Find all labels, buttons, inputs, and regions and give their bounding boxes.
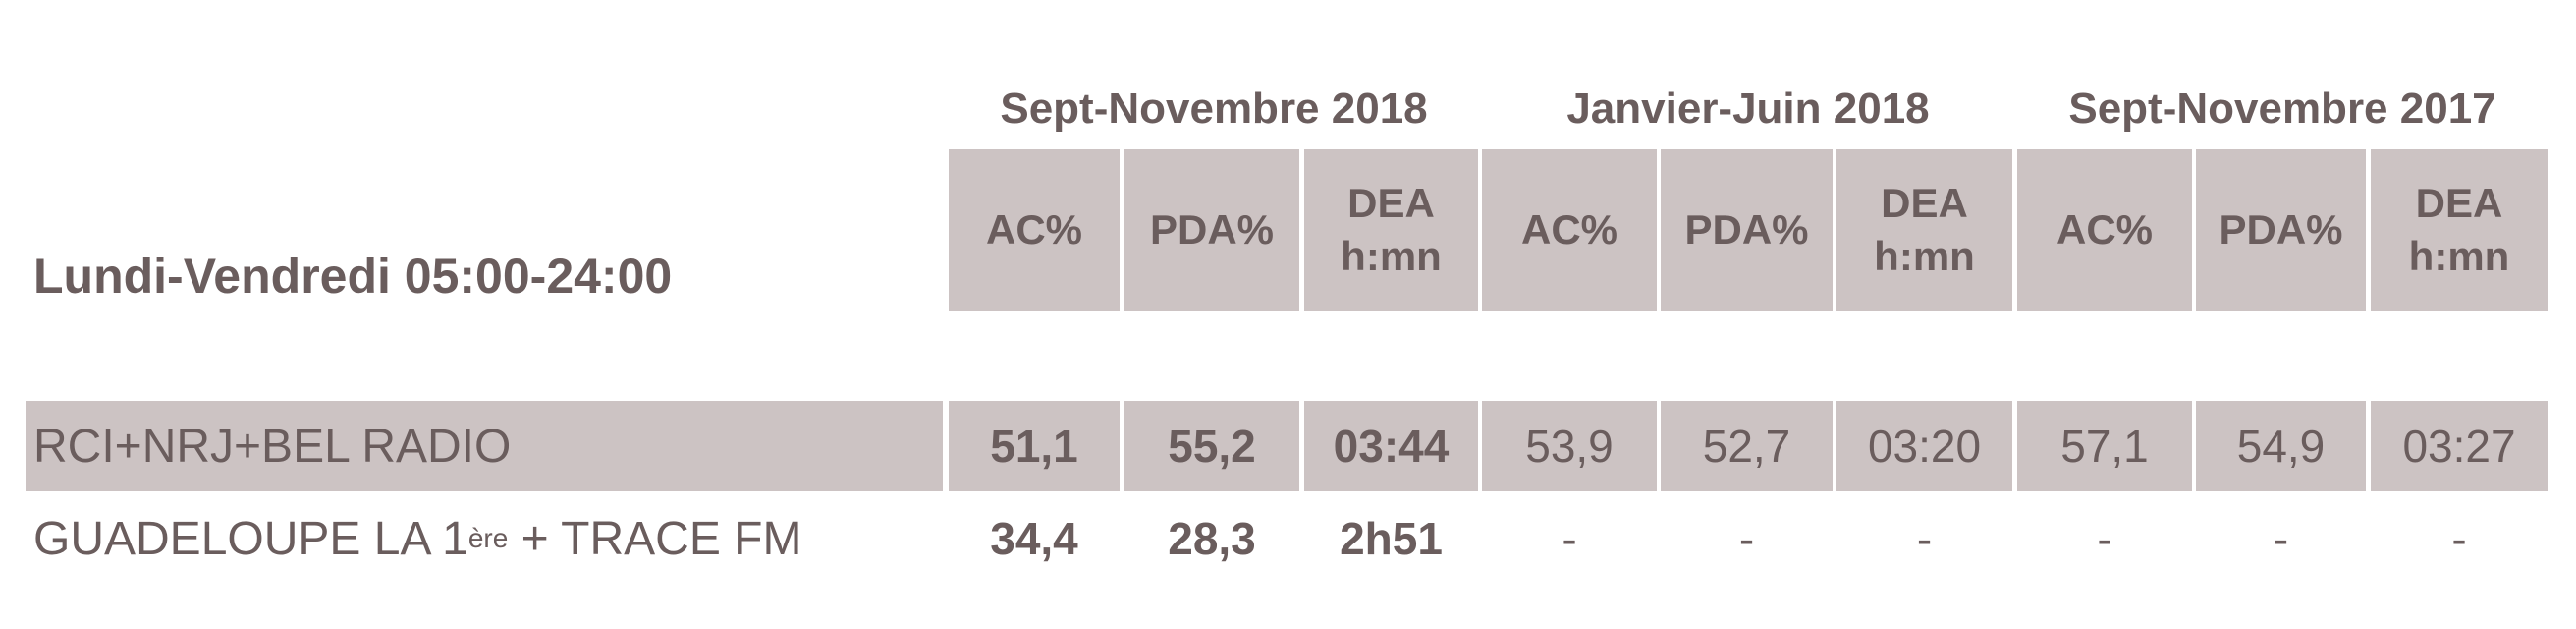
table-cell: - — [1738, 513, 1755, 564]
table-cell: - — [2273, 513, 2289, 564]
table-cell: 55,2 — [1168, 421, 1256, 472]
column-header-ac: AC% — [2017, 149, 2192, 311]
table-cell: - — [2451, 513, 2467, 564]
table-cell: 52,7 — [1702, 421, 1791, 472]
column-header-ac: AC% — [1482, 149, 1657, 311]
table-cell: 53,9 — [1525, 421, 1614, 472]
column-header-pda: PDA% — [1661, 149, 1833, 311]
row-label-prefix: GUADELOUPE LA 1 — [33, 512, 468, 565]
table-title: Lundi-Vendredi 05:00-24:00 — [33, 249, 673, 304]
table-cell: 54,9 — [2236, 421, 2326, 472]
table-cell: 03:20 — [1867, 421, 1982, 472]
row-label: GUADELOUPE LA 1 ère + TRACE FM — [33, 493, 801, 584]
row-label: RCI+NRJ+BEL RADIO — [33, 420, 512, 473]
table-cell: 57,1 — [2060, 421, 2149, 472]
table-cell: 03:27 — [2402, 421, 2516, 472]
period-header-jan-juin-2018: Janvier-Juin 2018 — [1566, 85, 1930, 133]
column-header-pda: PDA% — [1124, 149, 1299, 311]
table-cell: 2h51 — [1340, 513, 1443, 564]
column-header-dea: DEA h:mn — [1304, 149, 1478, 311]
table-cell: 03:44 — [1333, 421, 1450, 472]
row-label-suffix: + TRACE FM — [508, 512, 802, 565]
table-cell: 51,1 — [990, 421, 1078, 472]
table-cell: - — [1562, 513, 1577, 564]
column-header-dea: DEA h:mn — [1836, 149, 2012, 311]
table-cell: - — [1916, 513, 1933, 564]
column-header-ac: AC% — [949, 149, 1120, 311]
column-header-pda: PDA% — [2196, 149, 2366, 311]
column-header-dea: DEA h:mn — [2371, 149, 2548, 311]
row-label-superscript: ère — [467, 523, 509, 553]
period-header-sept-nov-2018: Sept-Novembre 2018 — [1000, 85, 1428, 133]
table-cell: - — [2097, 513, 2112, 564]
table-cell: 28,3 — [1168, 513, 1256, 564]
period-header-sept-nov-2017: Sept-Novembre 2017 — [2068, 85, 2496, 133]
table-cell: 34,4 — [990, 513, 1078, 564]
